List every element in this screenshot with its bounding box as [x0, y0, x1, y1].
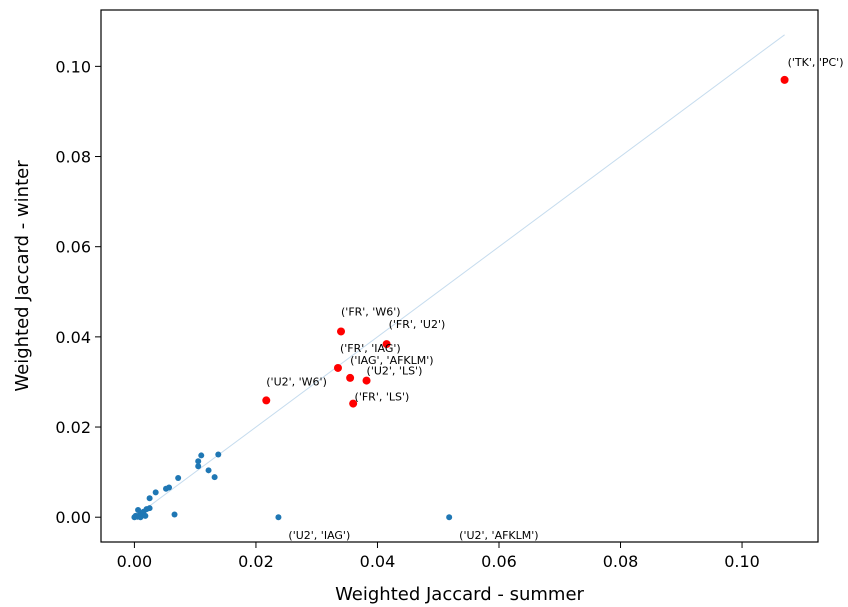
data-point	[135, 506, 142, 513]
highlight-point	[780, 75, 789, 84]
highlight-point	[333, 363, 342, 372]
point-annotation: ('U2', 'IAG')	[288, 529, 350, 542]
axes-frame	[100, 9, 819, 543]
y-tick-label: 0.10	[55, 57, 91, 76]
point-annotation: ('U2', 'W6')	[266, 375, 327, 388]
x-tick-label: 0.02	[238, 552, 274, 571]
highlight-point	[346, 373, 355, 382]
data-point	[171, 511, 178, 518]
y-tick-label: 0.06	[55, 238, 91, 257]
data-point	[211, 474, 218, 481]
data-point	[205, 467, 212, 474]
y-tick-label: 0.02	[55, 418, 91, 437]
point-annotation: ('FR', 'LS')	[355, 391, 410, 404]
data-point	[195, 458, 202, 465]
data-point	[166, 484, 173, 491]
x-tick-label: 0.10	[724, 552, 760, 571]
data-point	[146, 495, 153, 502]
x-axis-label: Weighted Jaccard - summer	[335, 584, 584, 605]
point-annotation: ('U2', 'LS')	[367, 365, 423, 378]
point-annotation: ('U2', 'AFKLM')	[459, 529, 538, 542]
y-axis-label: Weighted Jaccard - winter	[12, 160, 33, 392]
data-point	[215, 451, 222, 458]
point-annotation: ('FR', 'IAG')	[340, 342, 401, 355]
highlight-point	[362, 376, 371, 385]
data-point	[152, 489, 159, 496]
point-annotation: ('TK', 'PC')	[788, 56, 844, 69]
y-tick-label: 0.04	[55, 328, 91, 347]
x-tick-label: 0.04	[360, 552, 396, 571]
data-point	[198, 452, 205, 459]
data-point	[446, 514, 453, 521]
data-point	[195, 463, 202, 470]
y-tick-label: 0.08	[55, 148, 91, 167]
data-point	[146, 505, 153, 512]
reference-line	[134, 34, 785, 518]
highlight-point	[382, 340, 391, 349]
point-annotations: ('U2', 'IAG') ('U2', 'AFKLM') ('U2', 'W6')…	[266, 56, 843, 542]
highlight-point	[349, 399, 358, 408]
x-tick-label: 0.06	[481, 552, 517, 571]
data-point	[175, 474, 182, 481]
data-point	[275, 514, 282, 521]
highlight-point	[337, 327, 346, 336]
x-tick-label: 0.00	[117, 552, 153, 571]
point-annotation: ('IAG', 'AFKLM')	[350, 354, 433, 367]
point-annotation: ('FR', 'U2')	[389, 318, 446, 331]
x-axis-ticks: 0.00 0.02 0.04 0.06 0.08 0.10	[117, 542, 760, 571]
y-axis-ticks: 0.00 0.02 0.04 0.06 0.08 0.10	[55, 57, 101, 527]
data-points	[131, 75, 789, 521]
y-tick-label: 0.00	[55, 508, 91, 527]
highlight-point	[262, 396, 271, 405]
data-point	[142, 512, 149, 519]
point-annotation: ('FR', 'W6')	[341, 305, 401, 318]
x-tick-label: 0.08	[603, 552, 639, 571]
